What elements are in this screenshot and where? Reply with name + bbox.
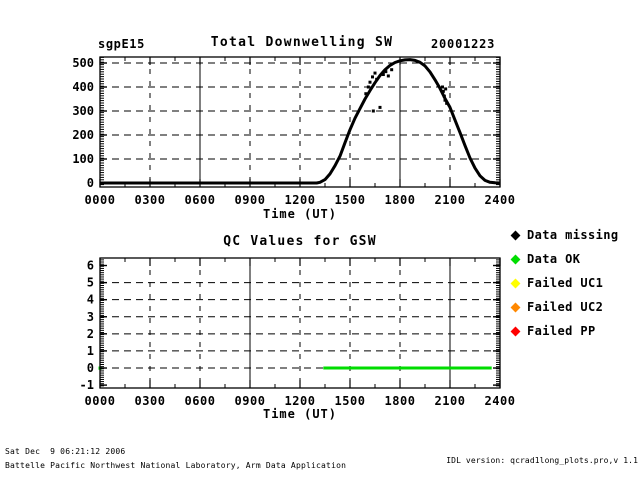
legend-item-data-ok: Data OK	[510, 252, 581, 266]
failed-uc2-marker-icon	[510, 302, 521, 312]
idl-version-line: IDL version: qcrad1long_plots.pro,v 1.1	[446, 456, 638, 465]
svg-text:0000: 0000	[85, 193, 116, 207]
svg-text:2400: 2400	[485, 193, 516, 207]
date-label: 20001223	[431, 37, 496, 51]
svg-text:200: 200	[72, 128, 94, 142]
svg-text:1500: 1500	[335, 193, 366, 207]
svg-text:2100: 2100	[435, 193, 466, 207]
svg-text:0: 0	[87, 176, 94, 190]
svg-text:0: 0	[87, 361, 94, 375]
svg-text:0300: 0300	[135, 394, 166, 408]
legend-label: Data OK	[527, 252, 581, 266]
svg-text:6: 6	[87, 259, 94, 273]
svg-text:5: 5	[87, 276, 94, 290]
qc-plot-title: QC Values for GSW	[223, 234, 377, 249]
svg-text:0900: 0900	[235, 193, 266, 207]
legend-label: Failed UC1	[527, 276, 604, 290]
svg-text:0900: 0900	[235, 394, 266, 408]
svg-text:1800: 1800	[385, 394, 416, 408]
data-missing-marker-icon	[510, 230, 521, 240]
sw-data	[100, 58, 501, 185]
legend-item-data-missing: Data missing	[510, 228, 619, 242]
svg-text:-1: -1	[80, 378, 94, 392]
qc-x-tick-labels: 0000 0300 0600 0900 1200 1500 1800 2100 2400	[85, 394, 516, 408]
sw-time-axis-label: Time (UT)	[262, 207, 338, 221]
svg-text:1200: 1200	[285, 193, 316, 207]
sw-grid	[100, 57, 500, 187]
generation-timestamp: Sat Dec 9 06:21:12 2006	[5, 447, 126, 456]
legend-item-failed-pp: Failed PP	[510, 324, 596, 338]
sw-y-tick-labels: 0 100 200 300 400 500	[72, 56, 94, 190]
qc-ticks	[99, 258, 501, 389]
sw-ticks	[99, 56, 501, 188]
svg-text:1: 1	[87, 344, 94, 358]
legend-item-failed-uc2: Failed UC2	[510, 300, 604, 314]
svg-text:2400: 2400	[485, 394, 516, 408]
site-label: sgpE15	[98, 37, 145, 51]
svg-text:3: 3	[87, 310, 94, 324]
sw-scatter-points	[364, 68, 449, 113]
svg-text:1800: 1800	[385, 193, 416, 207]
qc-y-tick-labels: -1 0 1 2 3 4 5 6	[80, 259, 94, 393]
svg-text:0300: 0300	[135, 193, 166, 207]
svg-text:0600: 0600	[185, 394, 216, 408]
svg-text:1500: 1500	[335, 394, 366, 408]
organization-label: Battelle Pacific Northwest National Labo…	[5, 461, 347, 470]
legend-label: Data missing	[527, 228, 619, 242]
svg-text:0600: 0600	[185, 193, 216, 207]
svg-text:1200: 1200	[285, 394, 316, 408]
svg-text:500: 500	[72, 56, 94, 70]
svg-text:2100: 2100	[435, 394, 466, 408]
legend-item-failed-uc1: Failed UC1	[510, 276, 604, 290]
legend-label: Failed PP	[527, 324, 596, 338]
svg-text:2: 2	[87, 327, 94, 341]
svg-text:0000: 0000	[85, 394, 116, 408]
legend-label: Failed UC2	[527, 300, 604, 314]
total-downwelling-sw-curve	[100, 58, 501, 185]
version-info-block: IDL version: qcrad1long_plots.pro,v 1.1 …	[382, 441, 638, 480]
sw-x-tick-labels: 0000 0300 0600 0900 1200 1500 1800 2100 2400	[85, 193, 516, 207]
data-ok-marker-icon	[510, 254, 521, 264]
qc-grid	[100, 258, 500, 388]
qc-time-axis-label: Time (UT)	[262, 407, 338, 421]
svg-text:300: 300	[72, 104, 94, 118]
svg-text:400: 400	[72, 80, 94, 94]
svg-text:100: 100	[72, 152, 94, 166]
failed-pp-marker-icon	[510, 326, 521, 336]
sw-plot-title: Total Downwelling SW	[210, 35, 394, 50]
svg-text:4: 4	[87, 293, 94, 307]
failed-uc1-marker-icon	[510, 278, 521, 288]
